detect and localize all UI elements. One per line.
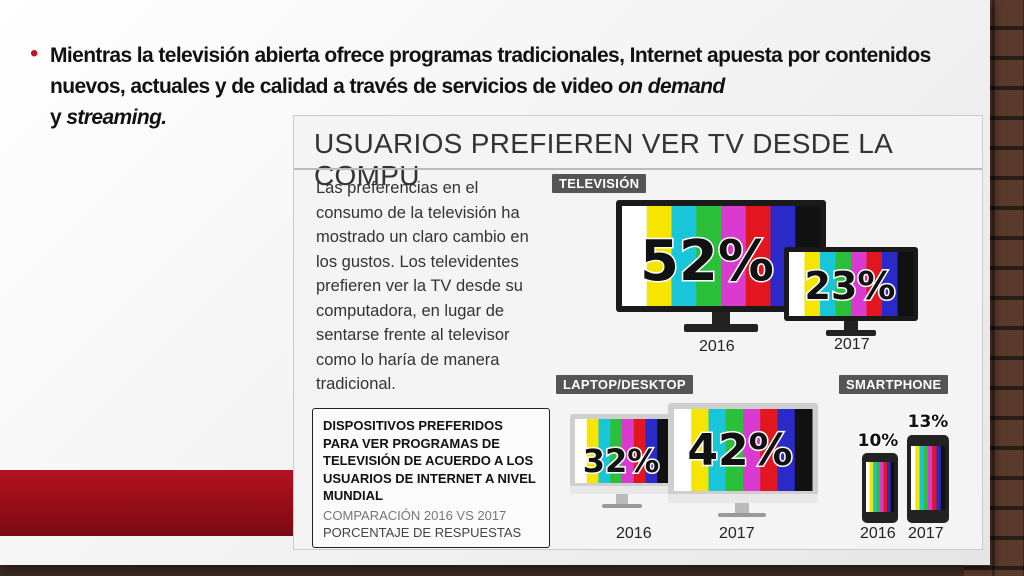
- tv-2017-screen-bar-3: [835, 252, 852, 316]
- phone-2017-screen-bar-1: [915, 446, 920, 510]
- monitor-2016-chin: [570, 486, 674, 494]
- monitor-2016-screen-bar-7: [657, 419, 670, 483]
- tv-2016-screen-bar-0: [622, 206, 648, 306]
- tick-label-phone-2017: 2017: [908, 525, 944, 542]
- tv-2017-screen-bar-0: [789, 252, 805, 316]
- monitor-2016-screen-bar-6: [645, 419, 658, 483]
- section-label-laptop: LAPTOP/DESKTOP: [556, 375, 693, 394]
- section-label-smartphone: SMARTPHONE: [839, 375, 949, 394]
- value-label-laptop-2016: 32%: [583, 442, 660, 480]
- tv-2016-neck: [712, 312, 730, 324]
- phone-2016-screen-bar-5: [883, 462, 888, 512]
- phone-2016-screen-bar-1: [869, 462, 874, 512]
- tv-2017-screen-bar-4: [851, 252, 867, 316]
- device-chart: 52% 23% 32% 42% 10% 13%: [570, 200, 949, 523]
- phone-2017-screen-bar-5: [932, 446, 937, 510]
- tick-label-laptop-2016: 2016: [616, 525, 652, 542]
- tv-2017-screen-bar-7: [897, 252, 914, 316]
- tick-label-laptop-2017: 2017: [719, 525, 755, 542]
- tv-2017-screen-bar-1: [804, 252, 821, 316]
- monitor-2016-base: [602, 504, 642, 508]
- phone-2017-screen-bar-2: [919, 446, 925, 510]
- tv-2016-screen-bar-1: [646, 206, 672, 306]
- phone-2017-screen-bar-7: [940, 446, 946, 510]
- tv-2017-base: [826, 330, 876, 336]
- infographic-title: USUARIOS PREFIEREN VER TV DESDE LA COMPU: [314, 128, 892, 191]
- monitor-2017-screen-bar-3: [725, 409, 744, 491]
- title-divider: [294, 168, 982, 170]
- devices-box-subtitle: COMPARACIÓN 2016 VS 2017: [323, 507, 507, 523]
- monitor-2017-screen-bar-4: [743, 409, 761, 491]
- phone-2017-screen-bar-4: [928, 446, 933, 510]
- monitor-2017-screen-bar-7: [794, 409, 813, 491]
- monitor-2017-base: [718, 513, 766, 517]
- tick-label-tv-2017: 2017: [834, 336, 870, 353]
- monitor-2017-screen-bar-0: [674, 409, 692, 491]
- bullet-text-main: Mientras la televisión abierta ofrece pr…: [50, 44, 931, 98]
- bullet-icon: •: [30, 40, 39, 67]
- infographic-description: Las preferencias en el consumo de la tel…: [316, 179, 529, 393]
- tv-2017-screen-bar-2: [820, 252, 836, 316]
- value-label-tv-2016: 52%: [640, 229, 774, 294]
- value-label-tv-2017: 23%: [805, 264, 896, 308]
- bullet-joiner: y: [50, 106, 67, 129]
- phone-2016-screen-bar-2: [873, 462, 877, 512]
- tv-2016-screen-bar-4: [721, 206, 747, 306]
- tick-label-phone-2016: 2016: [860, 525, 896, 542]
- monitor-2016-screen-bar-4: [622, 419, 635, 483]
- phone-2017-screen-bar-0: [911, 446, 916, 510]
- phone-2016-screen-bar-3: [876, 462, 881, 512]
- value-label-phone-2016: 10%: [858, 431, 899, 451]
- section-label-television: TELEVISIÓN: [552, 174, 647, 193]
- phone-2016-screen-bar-7: [890, 462, 895, 512]
- monitor-2016-screen-bar-0: [575, 419, 588, 483]
- tv-2016-base: [684, 324, 758, 332]
- devices-box-subtitle-2: PORCENTAJE DE RESPUESTAS: [323, 524, 522, 540]
- devices-box: DISPOSITIVOS PREFERIDOS PARA VER PROGRAM…: [312, 408, 550, 548]
- bullet-emphasis-streaming: streaming.: [66, 106, 167, 129]
- value-label-phone-2017: 13%: [908, 412, 949, 432]
- monitor-2016-screen-bar-2: [598, 419, 611, 483]
- value-label-laptop-2017: 42%: [687, 425, 792, 476]
- monitor-2017-neck: [735, 503, 749, 513]
- phone-2017-screen-bar-6: [936, 446, 942, 510]
- monitor-2017-chin: [668, 494, 818, 503]
- monitor-2016-screen-bar-5: [633, 419, 646, 483]
- tv-2017-screen-bar-5: [866, 252, 883, 316]
- phone-2016-screen-bar-6: [887, 462, 891, 512]
- tv-2016-screen-bar-2: [671, 206, 697, 306]
- phone-2017-screen-bar-3: [923, 446, 929, 510]
- tv-2016-screen-bar-3: [696, 206, 722, 306]
- monitor-2016-screen-bar-3: [610, 419, 623, 483]
- bullet-emphasis-on-demand: on demand: [618, 75, 725, 98]
- slide: • Mientras la televisión abierta ofrece …: [0, 0, 990, 565]
- bullet-text: Mientras la televisión abierta ofrece pr…: [50, 40, 960, 133]
- accent-band: [0, 470, 300, 536]
- tv-2017-screen-bar-6: [882, 252, 898, 316]
- tv-2017-neck: [844, 321, 858, 330]
- monitor-2016-neck: [616, 494, 628, 504]
- monitor-2017-screen-bar-1: [691, 409, 709, 491]
- bullet-point: • Mientras la televisión abierta ofrece …: [30, 40, 960, 133]
- phone-2016-screen-bar-0: [866, 462, 870, 512]
- monitor-2017-screen-bar-6: [777, 409, 796, 491]
- infographic: USUARIOS PREFIEREN VER TV DESDE LA COMPU…: [293, 115, 983, 550]
- devices-box-title: DISPOSITIVOS PREFERIDOS PARA VER PROGRAM…: [323, 418, 536, 503]
- tick-label-tv-2016: 2016: [699, 338, 735, 355]
- monitor-2017-screen-bar-5: [760, 409, 778, 491]
- phone-2016-screen-bar-4: [880, 462, 884, 512]
- tv-2016-screen-bar-5: [745, 206, 771, 306]
- monitor-2017-screen-bar-2: [708, 409, 727, 491]
- monitor-2016-screen-bar-1: [586, 419, 599, 483]
